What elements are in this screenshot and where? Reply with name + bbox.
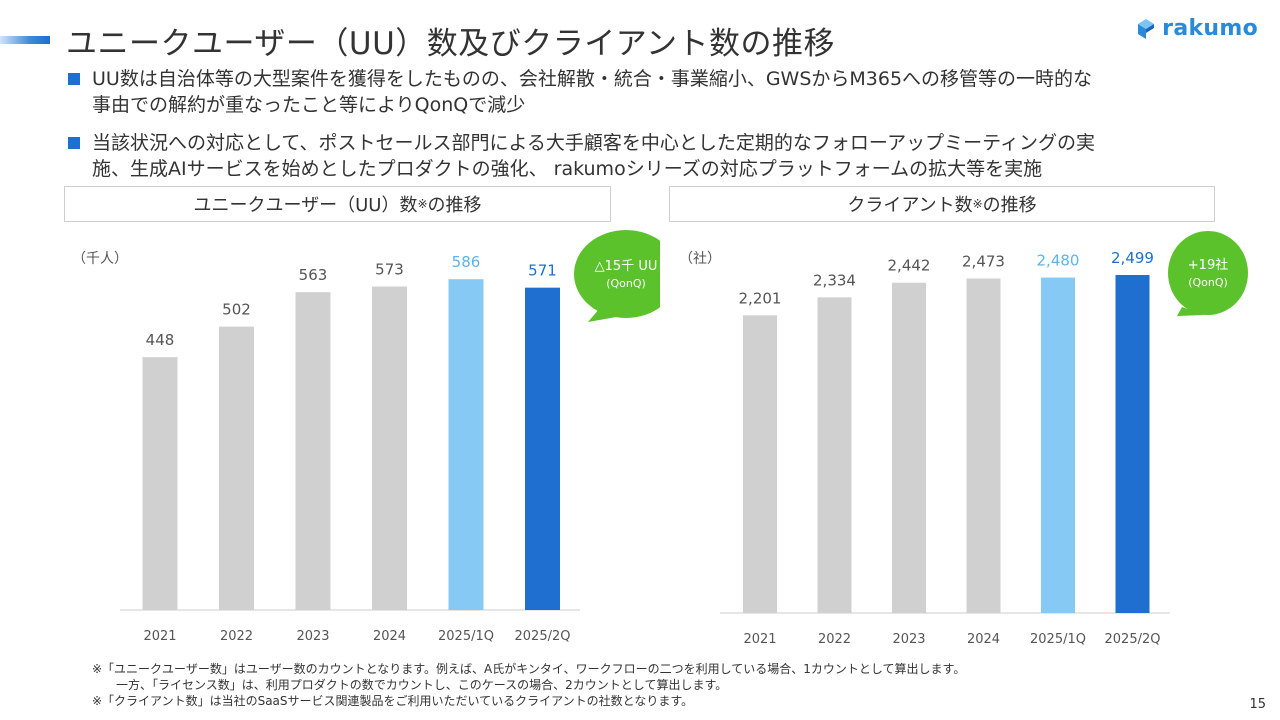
client-bar — [892, 282, 926, 613]
client-value-label: 2,442 — [888, 257, 931, 275]
client-tick-label: 2021 — [743, 632, 776, 647]
rakumo-logo: rakumo — [1136, 16, 1258, 41]
client-bubble-line1: +19社 — [1188, 257, 1228, 273]
client-value-label: 2,334 — [813, 271, 856, 289]
uu-bar — [525, 287, 560, 610]
client-chart-title: クライアント数 ※ の推移 — [669, 186, 1215, 222]
uu-tick-label: 2025/1Q — [438, 629, 494, 644]
uu-value-label: 563 — [299, 266, 328, 284]
uu-bubble-line2: (QonQ) — [606, 277, 646, 290]
bullet-line: 当該状況への対応として、ポストセールス部門による大手顧客を中心とした定期的なフォ… — [92, 132, 1096, 154]
client-value-label: 2,480 — [1037, 252, 1080, 270]
footnote-client: ※「クライアント数」は当社のSaaSサービス関連製品をご利用いただいているクライ… — [92, 694, 694, 708]
uu-value-label: 502 — [222, 301, 251, 319]
client-value-label: 2,201 — [739, 289, 782, 307]
client-chart-title-mark: ※ — [972, 197, 983, 211]
client-qonq-bubble: +19社 (QonQ) — [1168, 231, 1248, 316]
uu-bar — [448, 279, 484, 610]
client-bubble-tail — [1177, 307, 1204, 316]
client-bar — [966, 278, 1001, 613]
bullet-item: 当該状況への対応として、ポストセールス部門による大手顧客を中心とした定期的なフォ… — [68, 130, 1248, 182]
client-bar — [1115, 275, 1150, 613]
uu-value-label: 573 — [375, 261, 404, 279]
uu-tick-label: 2024 — [373, 629, 406, 644]
uu-value-label: 586 — [452, 253, 481, 271]
client-tick-label: 2025/2Q — [1105, 632, 1161, 647]
client-bar — [817, 297, 852, 613]
client-tick-label: 2025/1Q — [1030, 632, 1086, 647]
bullet-list: UU数は自治体等の大型案件を獲得をしたものの、会社解散・統合・事業縮小、GWSか… — [68, 66, 1248, 194]
client-value-label: 2,473 — [962, 253, 1005, 271]
uu-unit-label: （千人） — [72, 251, 128, 267]
uu-bar — [142, 357, 178, 610]
footnote-uu: ※「ユニークユーザー数」はユーザー数のカウントとなります。例えば、A氏がキンタイ… — [92, 662, 966, 676]
page-number: 15 — [1249, 697, 1266, 712]
client-bar — [1041, 277, 1075, 613]
client-tick-label: 2023 — [892, 632, 925, 647]
client-chart-title-text: クライアント数 — [847, 195, 973, 216]
uu-chart-title-text: ユニークユーザー（UU）数 — [193, 195, 418, 216]
uu-tick-label: 2021 — [143, 629, 176, 644]
bullet-square-icon — [68, 137, 80, 149]
rakumo-logo-icon — [1138, 18, 1155, 39]
uu-bubble-line1: △15千 UU — [595, 259, 658, 274]
uu-chart-title: ユニークユーザー（UU）数 ※ の推移 — [64, 186, 611, 222]
uu-chart-title-mark: ※ — [417, 197, 428, 211]
page-title: ユニークユーザー（UU）数及びクライアント数の推移 — [66, 26, 836, 62]
client-bar-chart: （社） 2,201 2021 2,334 2022 2,442 2023 2,473 2024 2… — [679, 231, 1248, 647]
uu-bar — [295, 292, 331, 610]
uu-chart-title-suffix: の推移 — [427, 195, 482, 216]
uu-bar-chart: （千人） 448 2021 502 2022 563 2023 573 2024 586 2025/… — [72, 230, 660, 644]
client-chart-title-suffix: の推移 — [982, 195, 1037, 216]
uu-qonq-bubble: △15千 UU (QonQ) — [574, 230, 660, 322]
uu-bar — [372, 286, 407, 610]
uu-tick-label: 2022 — [220, 629, 253, 644]
client-bubble-line2: (QonQ) — [1188, 276, 1228, 289]
rakumo-logo-text: rakumo — [1162, 16, 1258, 41]
title-accent-bar — [0, 36, 50, 44]
uu-value-label: 448 — [146, 331, 175, 349]
bullet-item: UU数は自治体等の大型案件を獲得をしたものの、会社解散・統合・事業縮小、GWSか… — [68, 66, 1248, 118]
client-bubble-body — [1168, 231, 1248, 315]
bullet-square-icon — [68, 73, 80, 85]
uu-tick-label: 2025/2Q — [515, 629, 571, 644]
bullet-line: 事由での解約が重なったこと等によりQonQで減少 — [92, 94, 526, 116]
client-bar — [743, 315, 777, 613]
client-value-label: 2,499 — [1111, 249, 1154, 267]
uu-value-label: 571 — [528, 262, 557, 280]
client-unit-label: （社） — [679, 251, 721, 267]
client-tick-label: 2024 — [967, 632, 1000, 647]
bullet-line: UU数は自治体等の大型案件を獲得をしたものの、会社解散・統合・事業縮小、GWSか… — [92, 68, 1093, 90]
client-tick-label: 2022 — [818, 632, 851, 647]
footnotes: ※「ユニークユーザー数」はユーザー数のカウントとなります。例えば、A氏がキンタイ… — [92, 661, 965, 709]
uu-bubble-tail — [588, 308, 622, 322]
uu-bubble-body — [574, 230, 660, 318]
footnote-license: 一方、「ライセンス数」は、利用プロダクトの数でカウントし、このケースの場合、2カ… — [116, 678, 728, 692]
uu-tick-label: 2023 — [296, 629, 329, 644]
bullet-line: 施、生成AIサービスを始めとしたプロダクトの強化、 rakumoシリーズの対応プ… — [92, 158, 1043, 180]
uu-bar — [219, 326, 254, 610]
